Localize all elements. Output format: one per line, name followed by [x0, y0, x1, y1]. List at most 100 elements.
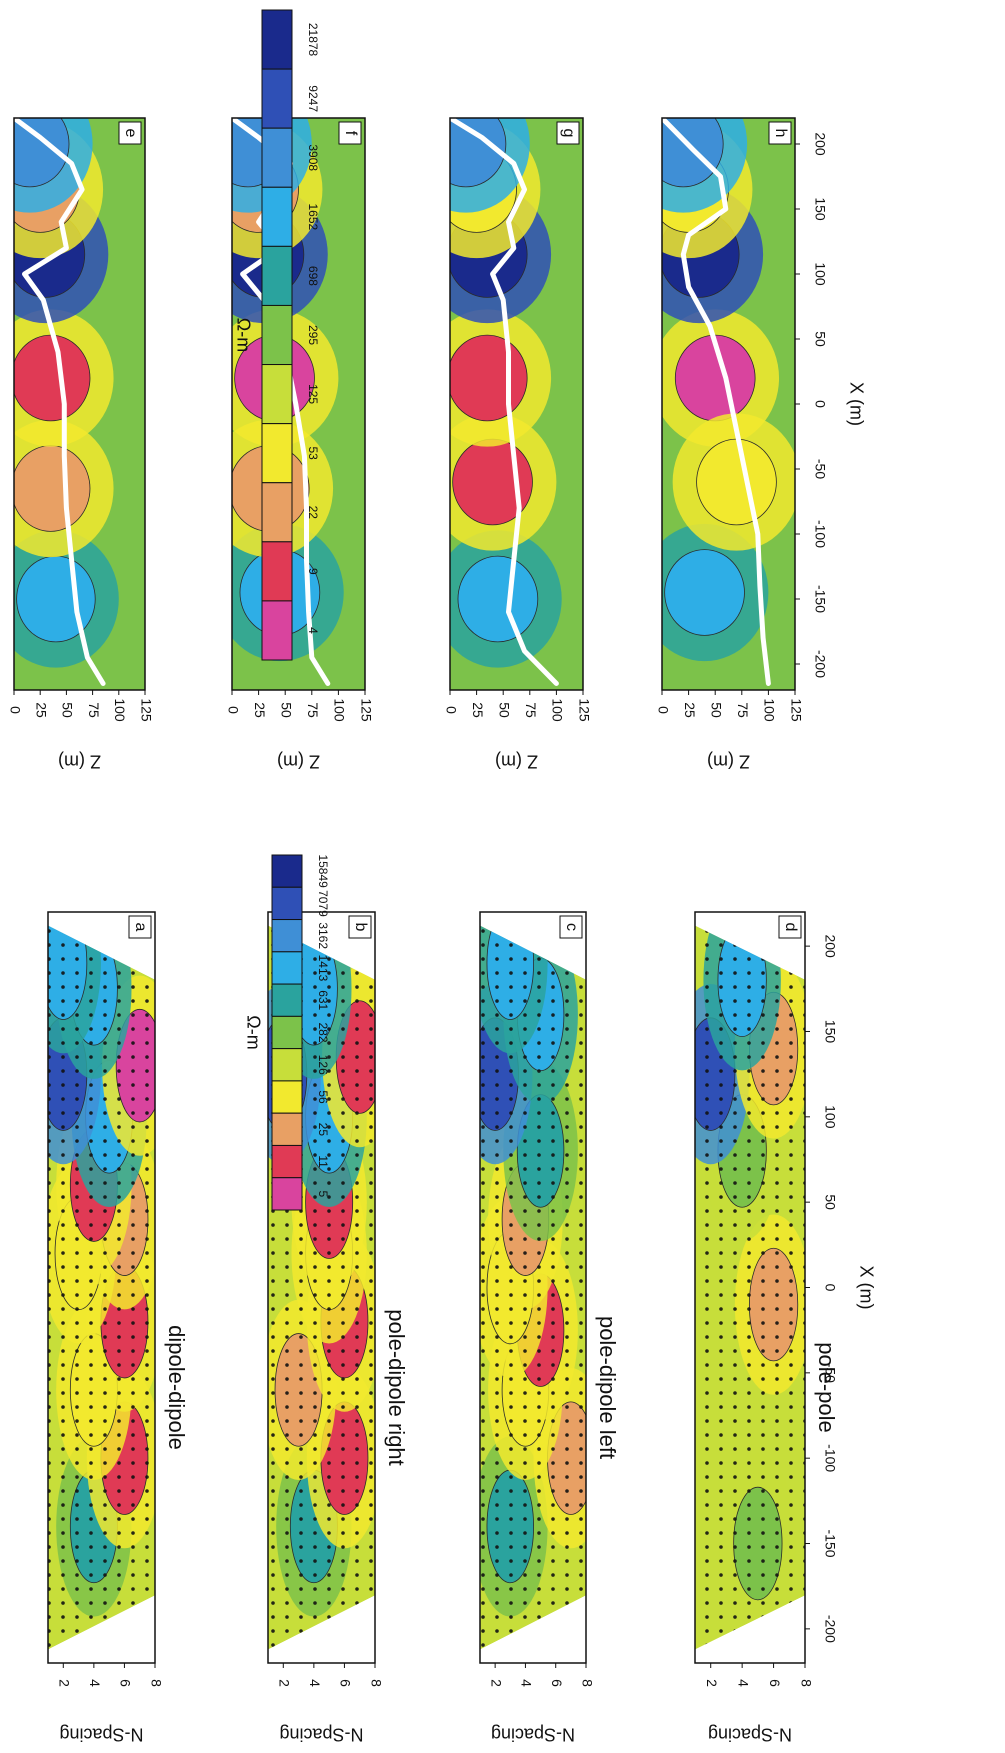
legend-model: 21878 9247 3908 1652 698 295 125 53 22 9 4 Ω-m: [233, 9, 320, 661]
depth-tick-label: 25: [33, 702, 49, 718]
x-axis-label: X (m): [856, 1266, 876, 1310]
legend-value: 21878: [306, 23, 320, 57]
panel-frame: [231, 117, 366, 691]
depth-axis-label: N-Spacing: [491, 1724, 575, 1744]
x-tick-label: -100: [812, 520, 828, 548]
panel-body: [480, 925, 586, 1650]
panel-letter: c: [559, 915, 583, 939]
legend-value: 25: [316, 1123, 330, 1137]
legend-value: 4: [306, 627, 320, 634]
depth-axis-label: N-Spacing: [708, 1724, 792, 1744]
anomaly-5: [14, 118, 70, 188]
legend-value: 15849: [316, 854, 330, 888]
depth-axis-label: Z (m): [495, 751, 538, 771]
depth-tick-label: 75: [735, 702, 751, 718]
legend-value: 126: [316, 1055, 330, 1075]
x-tick-label: -200: [812, 650, 828, 678]
panel-frame: [13, 117, 146, 691]
depth-tick-label: 4: [87, 1679, 103, 1687]
anomaly-2: [14, 334, 91, 422]
legend-value: 1652: [306, 203, 320, 230]
legend-swatch: [271, 1144, 303, 1179]
x-tick-label: 200: [822, 934, 838, 958]
boundary-line: [662, 118, 771, 686]
depth-tick-label: 25: [470, 702, 486, 718]
depth-axis-label: Z (m): [707, 751, 750, 771]
depth-tick-label: 50: [708, 702, 724, 718]
legend-value: 11: [316, 1155, 330, 1168]
depth-tick-label: 4: [735, 1679, 751, 1687]
x-tick-label: -200: [822, 1615, 838, 1643]
depth-tick-label: 6: [118, 1679, 134, 1687]
anomaly-0: [16, 555, 96, 643]
depth-tick-label: 100: [550, 698, 566, 722]
depth-tick-label: 4: [519, 1679, 535, 1687]
panel-frame: [267, 911, 376, 1664]
x-tick-label: 50: [822, 1194, 838, 1210]
legend-value: 1413: [316, 955, 330, 982]
x-tick-label: -50: [812, 459, 828, 479]
panel-b: b pole-dipole right 2 4 6 8 N-Spacing: [267, 911, 409, 1744]
anomaly-2: [696, 438, 777, 526]
x-tick-label: 0: [822, 1284, 838, 1292]
depth-tick-label: 8: [148, 1679, 164, 1687]
depth-tick-label: 2: [277, 1679, 293, 1687]
panel-letter: b: [348, 915, 372, 939]
anomaly-2: [450, 334, 528, 422]
legend-value: 22: [306, 506, 320, 520]
depth-tick-label: 100: [332, 698, 348, 722]
legend-swatch: [271, 983, 303, 1017]
panel-letter-text: e: [122, 129, 139, 138]
data-point-dots: [480, 925, 586, 1650]
depth-tick-label: 75: [86, 702, 102, 718]
depth-tick-label: 100: [762, 698, 778, 722]
depth-tick-label: 50: [60, 702, 76, 718]
panel-body: [450, 118, 583, 690]
depth-tick-label: 6: [549, 1679, 565, 1687]
legend-swatch: [261, 423, 293, 484]
panel-e: e 0 25 50 75 100 125 Z (m): [7, 117, 154, 771]
legend-value: 56: [316, 1090, 330, 1104]
depth-tick-label: 125: [576, 698, 592, 722]
legend-swatch: [261, 541, 293, 602]
panel-body: [662, 118, 795, 690]
legend-swatch: [261, 68, 293, 129]
panel-letter: d: [778, 915, 802, 939]
depth-axis-label: N-Spacing: [59, 1724, 143, 1744]
panel-letter-text: c: [563, 923, 580, 931]
x-tick-label: 100: [822, 1105, 838, 1129]
panel-frame: [47, 911, 156, 1664]
legend-value: 3162: [316, 922, 330, 949]
x-tick-label: 150: [822, 1020, 838, 1044]
boundary-line: [450, 118, 559, 686]
depth-tick-label: 2: [704, 1679, 720, 1687]
legend-swatch: [271, 1015, 303, 1050]
panel-letter-text: h: [772, 129, 789, 138]
panel-letter-text: d: [782, 923, 799, 932]
depth-tick-label: 0: [443, 706, 459, 714]
panel-letter-box: [338, 121, 362, 145]
panel-letter: e: [118, 121, 142, 145]
depth-tick-label: 25: [252, 702, 268, 718]
legend-value: 282: [316, 1022, 330, 1042]
empty-corner: [48, 1595, 155, 1663]
panel-d: d pole-pole 2 4 6 8 N-Spacing -200 -150 -100 -50 0 5…: [694, 911, 876, 1744]
legend-swatch: [271, 951, 303, 985]
x-tick-label: -150: [822, 1530, 838, 1558]
legend-value: 9: [306, 568, 320, 575]
anomaly-5: [662, 118, 724, 188]
panel-a: a dipole-dipole 2 4 6 8 N-Spacing: [47, 911, 189, 1744]
panel-letter-text: a: [132, 923, 149, 932]
x-tick-label: 200: [812, 132, 828, 156]
x-tick-label: -150: [812, 585, 828, 613]
legend-swatch: [271, 854, 303, 888]
depth-tick-label: 125: [788, 698, 804, 722]
legend-pseudosection: 15849 7079 3162 1413 631 282 126 56 25 11 5 Ω-m: [243, 854, 330, 1211]
x-tick-label: 100: [812, 262, 828, 286]
panel-c: c pole-dipole left 2 4 6 8 N-Spacing: [479, 911, 620, 1744]
panel-letter: h: [768, 121, 792, 145]
panel-letter-box: [778, 915, 802, 939]
panel-letter: f: [338, 121, 362, 145]
